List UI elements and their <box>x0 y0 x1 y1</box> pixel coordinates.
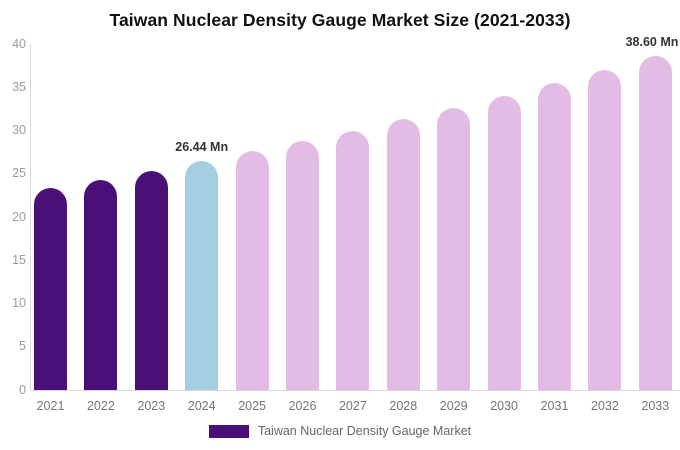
data-label-2033: 38.60 Mn <box>625 35 679 50</box>
bar-2028[interactable] <box>386 119 420 390</box>
bar-2029[interactable] <box>437 108 471 390</box>
bar-2022[interactable] <box>84 179 118 390</box>
x-axis-label-2025: 2025 <box>238 399 266 413</box>
x-axis-label-2029: 2029 <box>439 399 468 413</box>
bar-2024[interactable] <box>185 161 219 390</box>
y-axis-tick-label: 15 <box>12 252 26 267</box>
y-axis-tick-label: 5 <box>19 339 26 354</box>
data-label-2024: 26.44 Mn <box>175 140 229 155</box>
bar-2030[interactable] <box>487 95 521 390</box>
x-axis-label-2030: 2030 <box>490 399 518 413</box>
legend-item[interactable]: Taiwan Nuclear Density Gauge Market <box>0 424 680 438</box>
x-axis-label-2021: 2021 <box>36 399 65 413</box>
x-axis-label-2023: 2023 <box>137 399 166 413</box>
y-axis-tick-label: 25 <box>12 166 26 181</box>
x-axis-label-2024: 2024 <box>187 399 216 413</box>
y-axis-tick-label: 35 <box>12 79 26 94</box>
x-axis-line <box>30 390 680 391</box>
bar-2021[interactable] <box>34 188 67 390</box>
y-axis-tick-label: 20 <box>12 209 26 224</box>
bar-2026[interactable] <box>286 140 319 390</box>
y-axis-tick-label: 10 <box>12 296 26 310</box>
legend-swatch <box>208 424 249 438</box>
x-axis-label-2031: 2031 <box>540 399 569 413</box>
y-axis-tick-label: 40 <box>12 36 26 51</box>
y-axis-line <box>30 44 31 390</box>
x-axis-label-2028: 2028 <box>389 399 418 413</box>
x-axis-label-2032: 2032 <box>590 399 619 413</box>
chart-title: Taiwan Nuclear Density Gauge Market Size… <box>109 10 571 30</box>
y-axis-tick-label: 30 <box>12 123 26 137</box>
bar-2031[interactable] <box>538 82 571 390</box>
bar-2032[interactable] <box>588 69 622 390</box>
bar-2027[interactable] <box>336 130 370 390</box>
legend-label: Taiwan Nuclear Density Gauge Market <box>257 424 472 438</box>
x-axis-label-2022: 2022 <box>86 399 115 413</box>
bar-2033[interactable] <box>638 56 672 390</box>
bar-2025[interactable] <box>235 151 269 390</box>
x-axis-label-2027: 2027 <box>338 399 367 413</box>
bar-2023[interactable] <box>134 171 168 390</box>
y-axis-tick-label: 0 <box>19 382 26 397</box>
x-axis-label-2026: 2026 <box>288 399 317 413</box>
x-axis-label-2033: 2033 <box>641 399 670 413</box>
